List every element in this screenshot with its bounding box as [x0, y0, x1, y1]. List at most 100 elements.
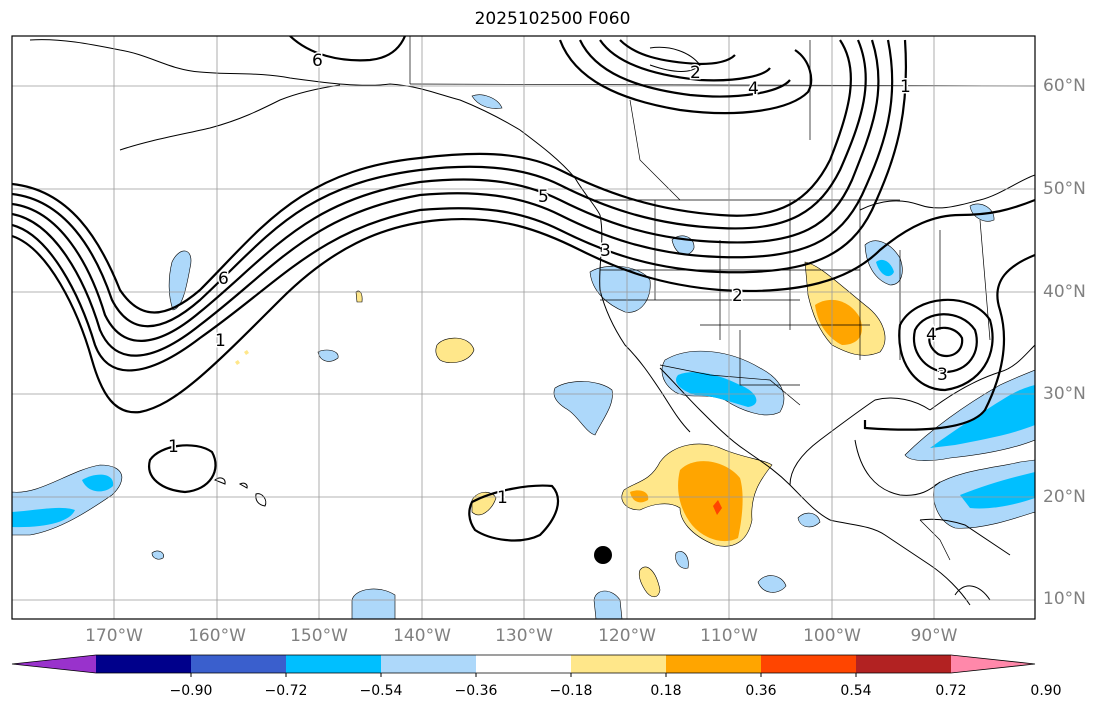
- colorbar-segment: [856, 655, 952, 673]
- lat-label: 50°N: [1043, 179, 1086, 199]
- lat-label: 20°N: [1043, 487, 1086, 507]
- negative-anomaly-area: [168, 250, 192, 311]
- positive-anomaly-area: [678, 461, 743, 542]
- negative-anomaly-area: [351, 588, 396, 619]
- colorbar-segment: [286, 655, 382, 673]
- closed-low-contour: [912, 313, 978, 374]
- colorbar-tick-label: −0.72: [264, 683, 308, 699]
- negative-anomaly-area: [317, 349, 339, 362]
- map-frame: [11, 35, 1036, 620]
- ridge-contour: [619, 39, 736, 66]
- jet-contour: [12, 39, 880, 342]
- negative-anomaly-area: [82, 474, 114, 492]
- contour-label: 1: [215, 331, 226, 351]
- colorbar-tick-label: 0.72: [935, 683, 967, 699]
- lat-label: 30°N: [1043, 384, 1086, 404]
- lon-label: 140°W: [393, 626, 451, 646]
- contour-label: 5: [538, 187, 549, 207]
- colorbar-tick-label: −0.36: [454, 683, 498, 699]
- jet-contour: [12, 198, 1035, 414]
- lon-label: 90°W: [910, 626, 958, 646]
- colorbar-tick-label: −0.54: [359, 683, 403, 699]
- positive-anomaly-area: [244, 350, 249, 355]
- map-title: 2025102500 F060: [474, 9, 631, 29]
- closed-low-contour: [898, 298, 994, 392]
- closed-contour: [148, 444, 217, 494]
- colorbar-extend-min: [12, 655, 96, 673]
- colorbar-segment: [571, 655, 667, 673]
- colorbar-segment: [476, 655, 572, 673]
- closed-low-contour: [928, 326, 964, 358]
- negative-anomaly-area: [675, 372, 757, 407]
- colorbar-tick-label: 0.54: [840, 683, 872, 699]
- negative-anomaly-area: [12, 507, 75, 528]
- positive-anomaly-area: [638, 566, 661, 598]
- colorbar: [11, 654, 1036, 677]
- contour-labels: 6 2 4 1 5 3 2 6 1 4 3 1 1: [167, 50, 950, 510]
- contour-label: 3: [600, 241, 611, 261]
- lon-label: 100°W: [803, 626, 861, 646]
- contour-label: 4: [926, 325, 937, 345]
- colorbar-segment: [191, 655, 287, 673]
- lon-label: 170°W: [85, 626, 143, 646]
- colorbar-segment: [666, 655, 762, 673]
- colorbar-segment: [96, 655, 192, 673]
- closed-contour: [468, 484, 559, 542]
- negative-anomaly-area: [960, 472, 1035, 509]
- negative-anomaly-area: [876, 259, 894, 277]
- contour-label: 1: [900, 77, 911, 97]
- contour-label: 4: [748, 79, 759, 99]
- colorbar-tick-label: 0.36: [745, 683, 777, 699]
- contour-label: 2: [732, 286, 743, 306]
- negative-anomaly-area: [593, 590, 623, 619]
- ridge-contour: [579, 39, 791, 98]
- lon-label: 130°W: [495, 626, 553, 646]
- positive-anomaly-area: [815, 299, 862, 345]
- contour-label: 3: [937, 365, 948, 385]
- contour-label: 1: [497, 488, 508, 508]
- colorbar-tick-label: −0.18: [549, 683, 593, 699]
- colorbar-tick-label: 0.18: [650, 683, 682, 699]
- contour-label: 6: [218, 269, 229, 289]
- lon-label: 150°W: [290, 626, 348, 646]
- ridge-contour: [558, 39, 813, 115]
- positive-anomaly-area: [713, 500, 722, 515]
- lat-label: 40°N: [1043, 282, 1086, 302]
- negative-anomaly-area: [930, 385, 1035, 448]
- positive-anomaly-area: [435, 337, 475, 363]
- lon-label: 110°W: [700, 626, 758, 646]
- colorbar-tick-label: −0.90: [169, 683, 213, 699]
- jet-contour: [12, 39, 908, 372]
- colorbar-segment: [381, 655, 477, 673]
- positive-anomaly-area: [630, 490, 649, 503]
- ridge-contour: [289, 36, 407, 62]
- lon-label: 120°W: [598, 626, 656, 646]
- negative-anomaly-area: [757, 575, 787, 593]
- contour-lines: [12, 36, 1035, 542]
- contour-label: 2: [690, 63, 701, 83]
- jet-contour: [12, 39, 852, 314]
- jet-contour: [12, 39, 894, 357]
- negative-anomaly-area: [151, 550, 164, 560]
- lat-label: 60°N: [1043, 76, 1086, 96]
- colorbar-extend-max: [951, 655, 1035, 673]
- negative-anomaly-area: [675, 551, 689, 569]
- jet-contour: [12, 39, 867, 328]
- negative-anomaly-area: [797, 512, 821, 528]
- lon-label: 160°W: [188, 626, 246, 646]
- contour-label: 1: [168, 437, 179, 457]
- positive-anomaly-area: [355, 290, 363, 303]
- colorbar-tick-label: 0.90: [1030, 683, 1062, 699]
- trough-contour: [863, 253, 1035, 431]
- negative-anomaly-area: [553, 381, 613, 436]
- storm-position-marker: [594, 546, 612, 564]
- positive-anomaly-area: [235, 360, 240, 365]
- negative-anomaly-area: [471, 94, 503, 109]
- colorbar-outline: [11, 654, 1036, 674]
- ridge-contour: [599, 39, 771, 82]
- colorbar-segment: [761, 655, 857, 673]
- negative-anomaly-area: [904, 369, 1035, 461]
- lat-label: 10°N: [1043, 589, 1086, 609]
- contour-label: 6: [312, 51, 323, 71]
